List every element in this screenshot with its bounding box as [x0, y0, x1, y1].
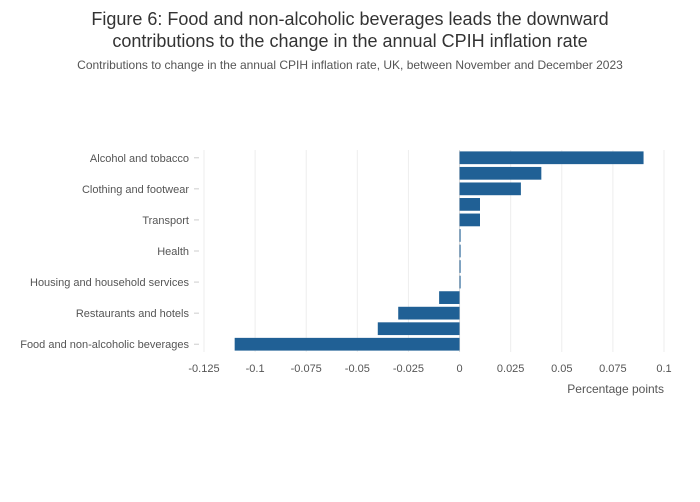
gridlines [203, 150, 665, 352]
x-tick-label: 0.025 [497, 363, 525, 375]
x-tick-label: -0.075 [291, 363, 322, 375]
x-tick-label: -0.025 [393, 363, 424, 375]
bar [459, 213, 480, 227]
bar [398, 306, 460, 320]
bar [459, 244, 461, 258]
bar [459, 182, 521, 196]
bar [459, 198, 480, 211]
chart-title: Figure 6: Food and non-alcoholic beverag… [0, 8, 700, 52]
x-tick-label: 0.05 [551, 363, 572, 375]
bar [459, 275, 461, 289]
y-category-label: Clothing and footwear [82, 184, 189, 196]
y-category-label: Transport [142, 215, 189, 227]
y-category-label: Health [157, 246, 189, 258]
x-axis-labels: -0.125 -0.1 -0.075 -0.05 -0.025 0 0.025 0.05 0.0… [188, 363, 671, 375]
x-tick-label: 0.1 [656, 363, 671, 375]
x-axis-title: Percentage points [567, 382, 664, 396]
x-tick-label: -0.05 [345, 363, 370, 375]
bar [459, 166, 542, 180]
bar [377, 322, 460, 336]
x-tick-label: 0.075 [599, 363, 627, 375]
bar [459, 260, 461, 273]
bar [234, 337, 460, 351]
chart-title-line-1: Figure 6: Food and non-alcoholic beverag… [91, 9, 609, 29]
bar [439, 291, 460, 304]
bars [234, 151, 644, 351]
bar [459, 151, 644, 165]
y-category-label: Restaurants and hotels [76, 308, 190, 320]
bar [459, 229, 461, 242]
y-category-label: Food and non-alcoholic beverages [20, 339, 189, 351]
chart-title-line-2: contributions to the change in the annua… [112, 31, 588, 51]
x-tick-label: -0.125 [188, 363, 219, 375]
x-tick-label: 0 [456, 363, 462, 375]
y-category-label: Housing and household services [30, 277, 189, 289]
y-axis-labels: Alcohol and tobacco Clothing and footwear… [20, 153, 199, 351]
chart-subtitle: Contributions to change in the annual CP… [77, 58, 623, 72]
y-category-label: Alcohol and tobacco [90, 153, 189, 165]
x-tick-label: -0.1 [246, 363, 265, 375]
